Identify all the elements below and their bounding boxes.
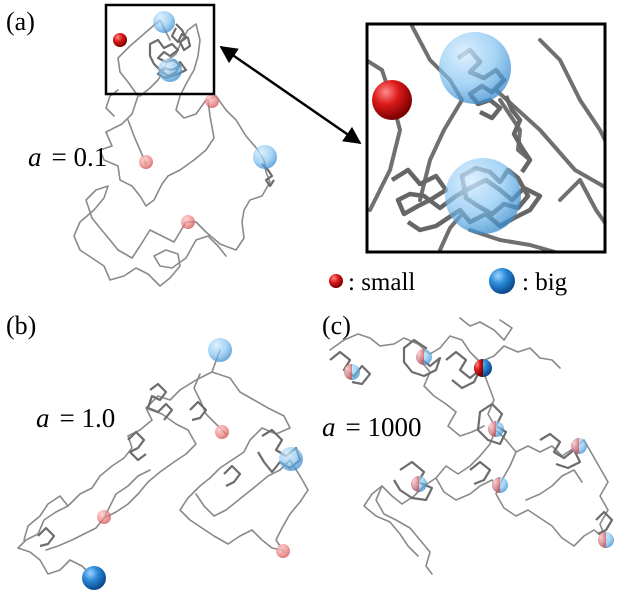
mixed-particle (571, 438, 587, 454)
mixed-particle (411, 476, 427, 492)
panel-c-equation: a = 1000 (322, 412, 421, 442)
small-particle (139, 155, 153, 169)
mixed-particle (488, 421, 504, 437)
mixed-particles (344, 349, 614, 548)
panel-b-letter: (b) (6, 311, 36, 340)
zoom-box (104, 3, 216, 96)
legend-big-swatch (489, 268, 515, 294)
panel-a-letter: (a) (6, 7, 35, 36)
big-particle (158, 58, 182, 82)
big-particle (208, 338, 232, 362)
panel-a-inset (365, 22, 607, 254)
panel-a-equation: a = 0.1 (28, 142, 107, 172)
panel-c-chain (329, 317, 614, 575)
panel-a: (a) a = 0.1 (6, 3, 607, 296)
mixed-particle (416, 349, 432, 365)
legend-small-swatch (329, 274, 343, 288)
legend: : small : big (329, 268, 568, 296)
panel-b-chain (17, 349, 309, 579)
big-particle (253, 145, 277, 169)
panel-c: (c) (322, 311, 614, 575)
inset-big-particle (445, 158, 521, 234)
small-particle (215, 425, 229, 439)
small-particle (205, 94, 219, 108)
small-particle (97, 510, 111, 524)
inset-small-particle (372, 80, 412, 120)
big-particle (279, 447, 303, 471)
big-particle-solid (82, 566, 106, 590)
legend-small-label: : small (348, 269, 415, 296)
zoom-arrow (219, 45, 362, 145)
small-particle-solid (113, 33, 127, 47)
mixed-particle (598, 532, 614, 548)
panel-c-letter: (c) (322, 311, 351, 340)
legend-big-label: : big (522, 269, 568, 296)
inset-big-particle (439, 32, 511, 104)
mixed-particle (344, 364, 360, 380)
mixed-particle (492, 477, 508, 493)
big-particle (153, 11, 175, 33)
small-particle (276, 544, 290, 558)
mixed-particle-solid (474, 359, 492, 377)
small-particle (181, 215, 195, 229)
panel-b-equation: a = 1.0 (36, 403, 115, 433)
panel-b: (b) a = 1.0 (6, 311, 309, 590)
